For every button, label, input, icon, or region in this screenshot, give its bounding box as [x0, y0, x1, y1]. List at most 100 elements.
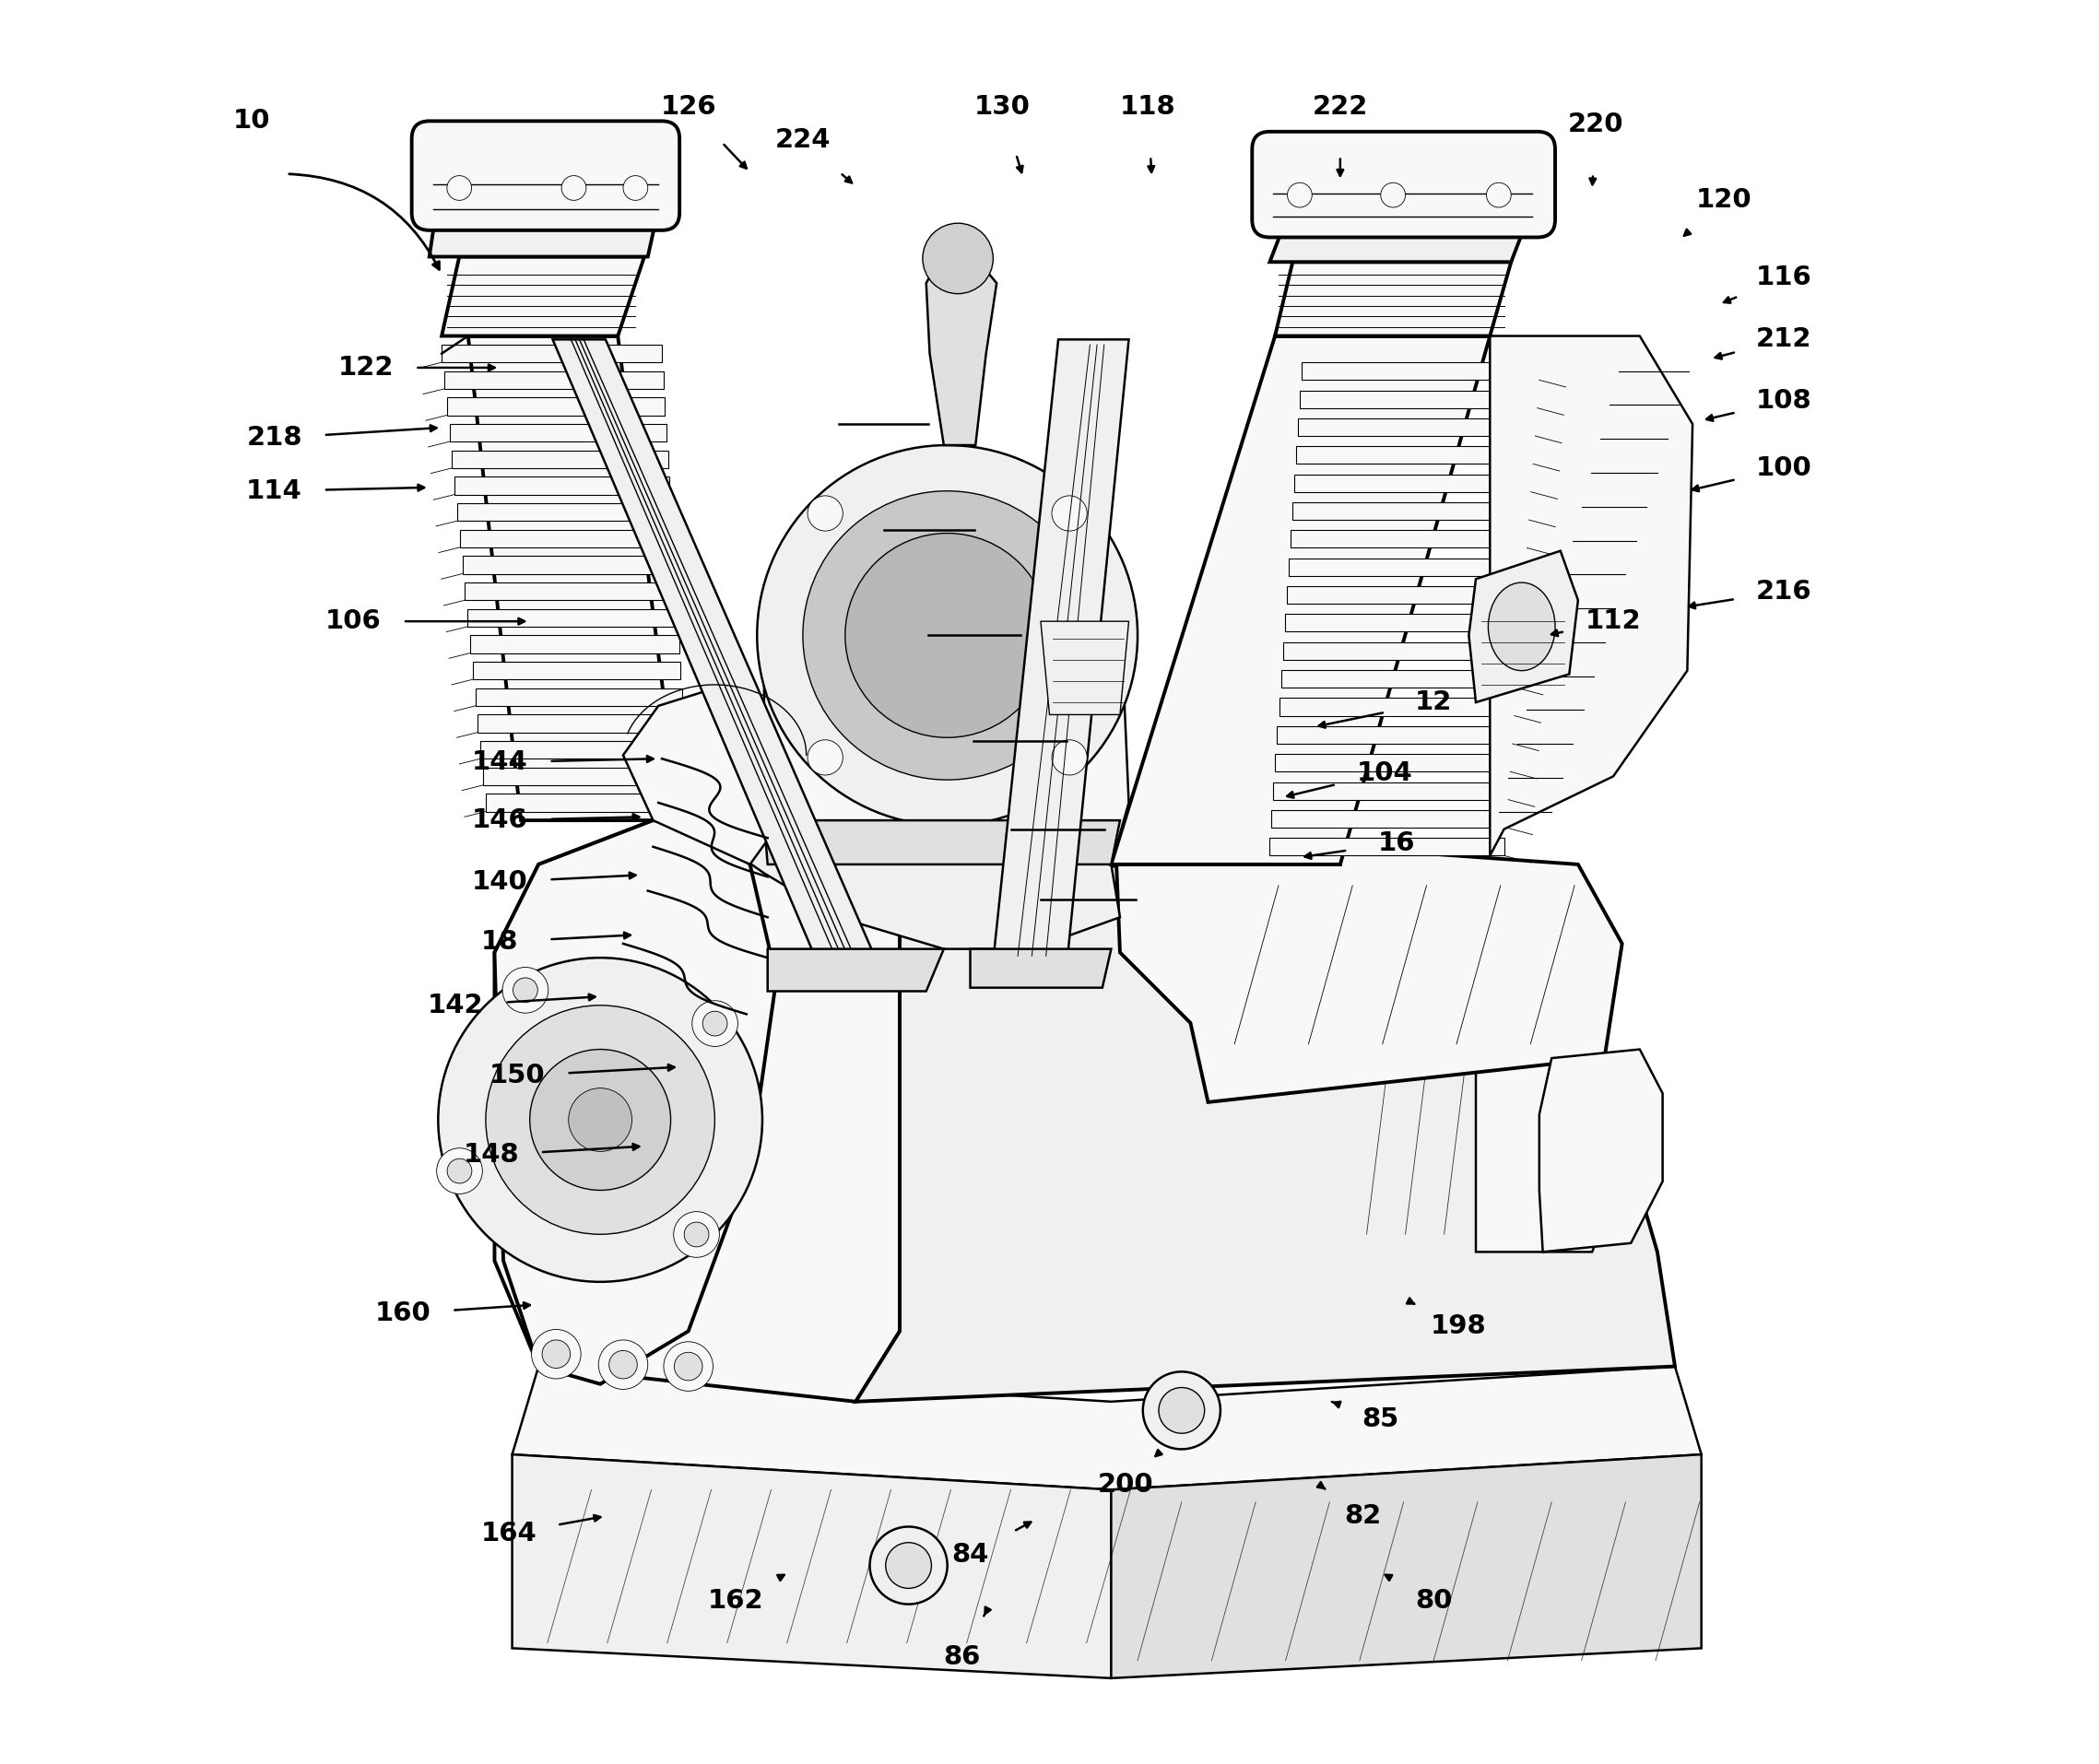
Polygon shape — [1297, 418, 1534, 436]
Circle shape — [560, 176, 586, 201]
Polygon shape — [468, 335, 680, 820]
Text: 160: 160 — [376, 1300, 430, 1327]
Text: 224: 224 — [775, 127, 831, 153]
Circle shape — [674, 1353, 703, 1381]
Circle shape — [531, 1330, 581, 1379]
Polygon shape — [1276, 753, 1511, 771]
Polygon shape — [1287, 586, 1522, 603]
Polygon shape — [441, 344, 661, 362]
Text: 112: 112 — [1585, 609, 1641, 635]
Circle shape — [693, 1000, 739, 1046]
Polygon shape — [495, 820, 900, 1402]
Text: 18: 18 — [481, 930, 518, 954]
Circle shape — [758, 445, 1138, 826]
Polygon shape — [552, 339, 877, 961]
Text: 146: 146 — [472, 808, 527, 833]
FancyBboxPatch shape — [1253, 132, 1555, 238]
Circle shape — [502, 967, 548, 1013]
Circle shape — [924, 224, 993, 293]
Polygon shape — [623, 688, 781, 864]
Polygon shape — [1274, 263, 1511, 335]
Text: 114: 114 — [246, 478, 302, 505]
Polygon shape — [1276, 727, 1513, 744]
Polygon shape — [1117, 847, 1623, 1102]
Circle shape — [447, 176, 472, 201]
Polygon shape — [1278, 699, 1513, 716]
Circle shape — [886, 1542, 932, 1588]
Text: 148: 148 — [464, 1141, 518, 1168]
Circle shape — [529, 1050, 672, 1191]
Polygon shape — [485, 794, 688, 811]
Circle shape — [703, 1011, 726, 1035]
Polygon shape — [1280, 670, 1515, 688]
Polygon shape — [688, 820, 1121, 949]
Polygon shape — [1270, 838, 1505, 856]
Polygon shape — [768, 949, 945, 991]
Text: 12: 12 — [1415, 690, 1453, 714]
Polygon shape — [472, 662, 680, 679]
Text: 85: 85 — [1362, 1406, 1400, 1432]
Text: 122: 122 — [338, 355, 395, 381]
Polygon shape — [495, 820, 777, 1385]
Circle shape — [623, 176, 649, 201]
Circle shape — [808, 496, 844, 531]
Polygon shape — [1291, 531, 1526, 549]
Circle shape — [663, 1342, 714, 1392]
Text: 218: 218 — [246, 425, 302, 452]
Polygon shape — [1110, 1455, 1702, 1678]
Circle shape — [1052, 496, 1087, 531]
Circle shape — [808, 739, 844, 774]
Polygon shape — [1282, 642, 1518, 660]
Circle shape — [542, 1341, 571, 1369]
Circle shape — [609, 1351, 638, 1379]
Polygon shape — [458, 503, 672, 520]
Polygon shape — [1469, 550, 1578, 702]
Polygon shape — [993, 339, 1129, 961]
Circle shape — [1486, 183, 1511, 208]
Text: 198: 198 — [1429, 1312, 1486, 1339]
Text: 144: 144 — [472, 750, 527, 774]
Text: 10: 10 — [233, 108, 271, 134]
Polygon shape — [1299, 390, 1536, 407]
Circle shape — [1381, 183, 1406, 208]
Polygon shape — [1293, 503, 1528, 520]
Polygon shape — [430, 210, 659, 258]
Polygon shape — [462, 556, 674, 573]
Polygon shape — [441, 258, 644, 335]
Text: 200: 200 — [1098, 1471, 1152, 1498]
Circle shape — [598, 1341, 649, 1390]
Text: 130: 130 — [974, 93, 1031, 120]
Text: 84: 84 — [951, 1542, 989, 1568]
Polygon shape — [764, 459, 1129, 864]
Polygon shape — [1295, 446, 1532, 464]
Circle shape — [447, 1159, 472, 1184]
Circle shape — [512, 977, 537, 1002]
Polygon shape — [468, 609, 678, 626]
Text: 108: 108 — [1757, 388, 1811, 415]
Circle shape — [802, 490, 1091, 780]
Text: 118: 118 — [1121, 93, 1175, 120]
Circle shape — [1159, 1388, 1205, 1434]
Polygon shape — [449, 423, 667, 441]
Polygon shape — [1110, 335, 1490, 864]
Polygon shape — [447, 397, 665, 415]
Polygon shape — [1289, 557, 1524, 575]
Circle shape — [437, 1148, 483, 1194]
Polygon shape — [470, 635, 678, 653]
Polygon shape — [460, 529, 674, 547]
Text: 220: 220 — [1568, 111, 1623, 138]
Circle shape — [569, 1088, 632, 1152]
Polygon shape — [451, 450, 667, 467]
Text: 150: 150 — [489, 1064, 546, 1088]
Polygon shape — [512, 1455, 1110, 1678]
Circle shape — [684, 1222, 709, 1247]
Text: 116: 116 — [1757, 265, 1811, 291]
Polygon shape — [483, 767, 686, 785]
Circle shape — [1052, 739, 1087, 774]
Text: 142: 142 — [428, 993, 483, 1018]
Text: 82: 82 — [1345, 1503, 1381, 1529]
Circle shape — [1142, 1372, 1220, 1450]
Text: 86: 86 — [942, 1644, 980, 1671]
Text: 100: 100 — [1757, 455, 1811, 482]
Text: 80: 80 — [1415, 1588, 1453, 1614]
